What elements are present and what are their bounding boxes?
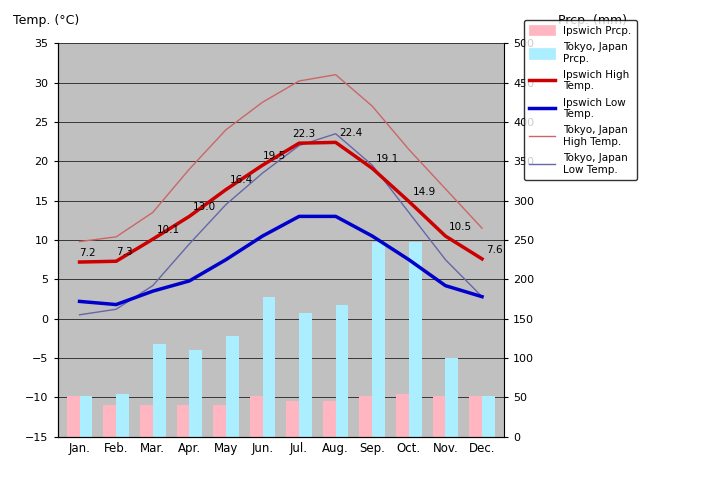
Text: 13.0: 13.0 — [193, 202, 216, 212]
Tokyo, Japan
High Temp. — [222, 127, 230, 132]
Ipswich Low
Temp. — [222, 257, 230, 263]
Legend: Ipswich Prcp., Tokyo, Japan
Prcp., Ipswich High
Temp., Ipswich Low
Temp., Tokyo,: Ipswich Prcp., Tokyo, Japan Prcp., Ipswi… — [523, 20, 636, 180]
Ipswich High
Temp. — [405, 199, 413, 204]
Ipswich High
Temp. — [148, 236, 157, 242]
Line: Tokyo, Japan
High Temp.: Tokyo, Japan High Temp. — [79, 75, 482, 241]
Text: 19.1: 19.1 — [376, 154, 399, 164]
Bar — [287, 401, 299, 437]
Bar — [140, 405, 153, 437]
Bar — [176, 405, 189, 437]
Ipswich Low
Temp. — [294, 214, 303, 219]
Bar — [104, 405, 116, 437]
Text: 10.5: 10.5 — [449, 222, 472, 232]
Line: Ipswich Low
Temp.: Ipswich Low Temp. — [79, 216, 482, 304]
Tokyo, Japan
High Temp. — [258, 99, 267, 105]
Bar — [396, 394, 409, 437]
Ipswich Low
Temp. — [185, 278, 194, 284]
Tokyo, Japan
Low Temp. — [294, 143, 303, 148]
Tokyo, Japan
Low Temp. — [405, 210, 413, 216]
Tokyo, Japan
High Temp. — [441, 186, 450, 192]
Ipswich Low
Temp. — [112, 301, 120, 307]
Tokyo, Japan
High Temp. — [368, 103, 377, 109]
Text: 10.1: 10.1 — [156, 225, 179, 235]
Text: Prcp. (mm): Prcp. (mm) — [557, 14, 626, 27]
Tokyo, Japan
Low Temp. — [75, 312, 84, 318]
Bar — [67, 396, 79, 437]
Tokyo, Japan
High Temp. — [112, 234, 120, 240]
Tokyo, Japan
High Temp. — [294, 78, 303, 84]
Ipswich High
Temp. — [222, 187, 230, 192]
Bar — [482, 396, 495, 437]
Bar — [250, 396, 263, 437]
Tokyo, Japan
Low Temp. — [331, 131, 340, 137]
Ipswich Low
Temp. — [148, 288, 157, 294]
Ipswich High
Temp. — [368, 166, 377, 171]
Tokyo, Japan
Low Temp. — [368, 162, 377, 168]
Text: 7.6: 7.6 — [486, 245, 503, 254]
Tokyo, Japan
High Temp. — [405, 146, 413, 152]
Bar — [433, 396, 446, 437]
Tokyo, Japan
Low Temp. — [185, 241, 194, 247]
Bar — [153, 344, 166, 437]
Text: 22.3: 22.3 — [292, 129, 315, 139]
Bar — [263, 297, 275, 437]
Ipswich High
Temp. — [75, 259, 84, 265]
Bar — [469, 396, 482, 437]
Ipswich Low
Temp. — [331, 214, 340, 219]
Tokyo, Japan
High Temp. — [185, 166, 194, 172]
Bar — [299, 313, 312, 437]
Tokyo, Japan
Low Temp. — [148, 283, 157, 288]
Ipswich Low
Temp. — [405, 257, 413, 263]
Text: 19.5: 19.5 — [263, 151, 286, 161]
Bar — [372, 241, 385, 437]
Ipswich Low
Temp. — [75, 299, 84, 304]
Line: Ipswich High
Temp.: Ipswich High Temp. — [79, 143, 482, 262]
Tokyo, Japan
Low Temp. — [441, 257, 450, 263]
Ipswich High
Temp. — [112, 258, 120, 264]
Tokyo, Japan
High Temp. — [75, 239, 84, 244]
Tokyo, Japan
Low Temp. — [258, 170, 267, 176]
Ipswich High
Temp. — [441, 233, 450, 239]
Line: Tokyo, Japan
Low Temp.: Tokyo, Japan Low Temp. — [79, 134, 482, 315]
Ipswich High
Temp. — [258, 162, 267, 168]
Text: 22.4: 22.4 — [339, 128, 363, 138]
Text: 7.2: 7.2 — [79, 248, 96, 258]
Bar — [359, 396, 372, 437]
Ipswich Low
Temp. — [441, 283, 450, 288]
Tokyo, Japan
High Temp. — [478, 225, 487, 231]
Bar — [446, 358, 458, 437]
Tokyo, Japan
High Temp. — [331, 72, 340, 78]
Tokyo, Japan
High Temp. — [148, 210, 157, 216]
Ipswich High
Temp. — [294, 140, 303, 146]
Bar — [213, 405, 226, 437]
Bar — [323, 401, 336, 437]
Ipswich Low
Temp. — [258, 233, 267, 239]
Text: 7.3: 7.3 — [116, 247, 132, 257]
Ipswich Low
Temp. — [368, 233, 377, 239]
Tokyo, Japan
Low Temp. — [222, 202, 230, 207]
Bar — [116, 394, 129, 437]
Bar — [336, 304, 348, 437]
Tokyo, Japan
Low Temp. — [112, 306, 120, 312]
Ipswich High
Temp. — [331, 140, 340, 145]
Bar — [226, 336, 239, 437]
Tokyo, Japan
Low Temp. — [478, 294, 487, 300]
Ipswich Low
Temp. — [478, 294, 487, 300]
Ipswich High
Temp. — [478, 256, 487, 262]
Text: 16.4: 16.4 — [230, 175, 253, 185]
Bar — [79, 396, 92, 437]
Ipswich High
Temp. — [185, 214, 194, 219]
Bar — [189, 350, 202, 437]
Text: Temp. (°C): Temp. (°C) — [13, 14, 79, 27]
Bar — [409, 241, 422, 437]
Text: 14.9: 14.9 — [413, 187, 436, 197]
